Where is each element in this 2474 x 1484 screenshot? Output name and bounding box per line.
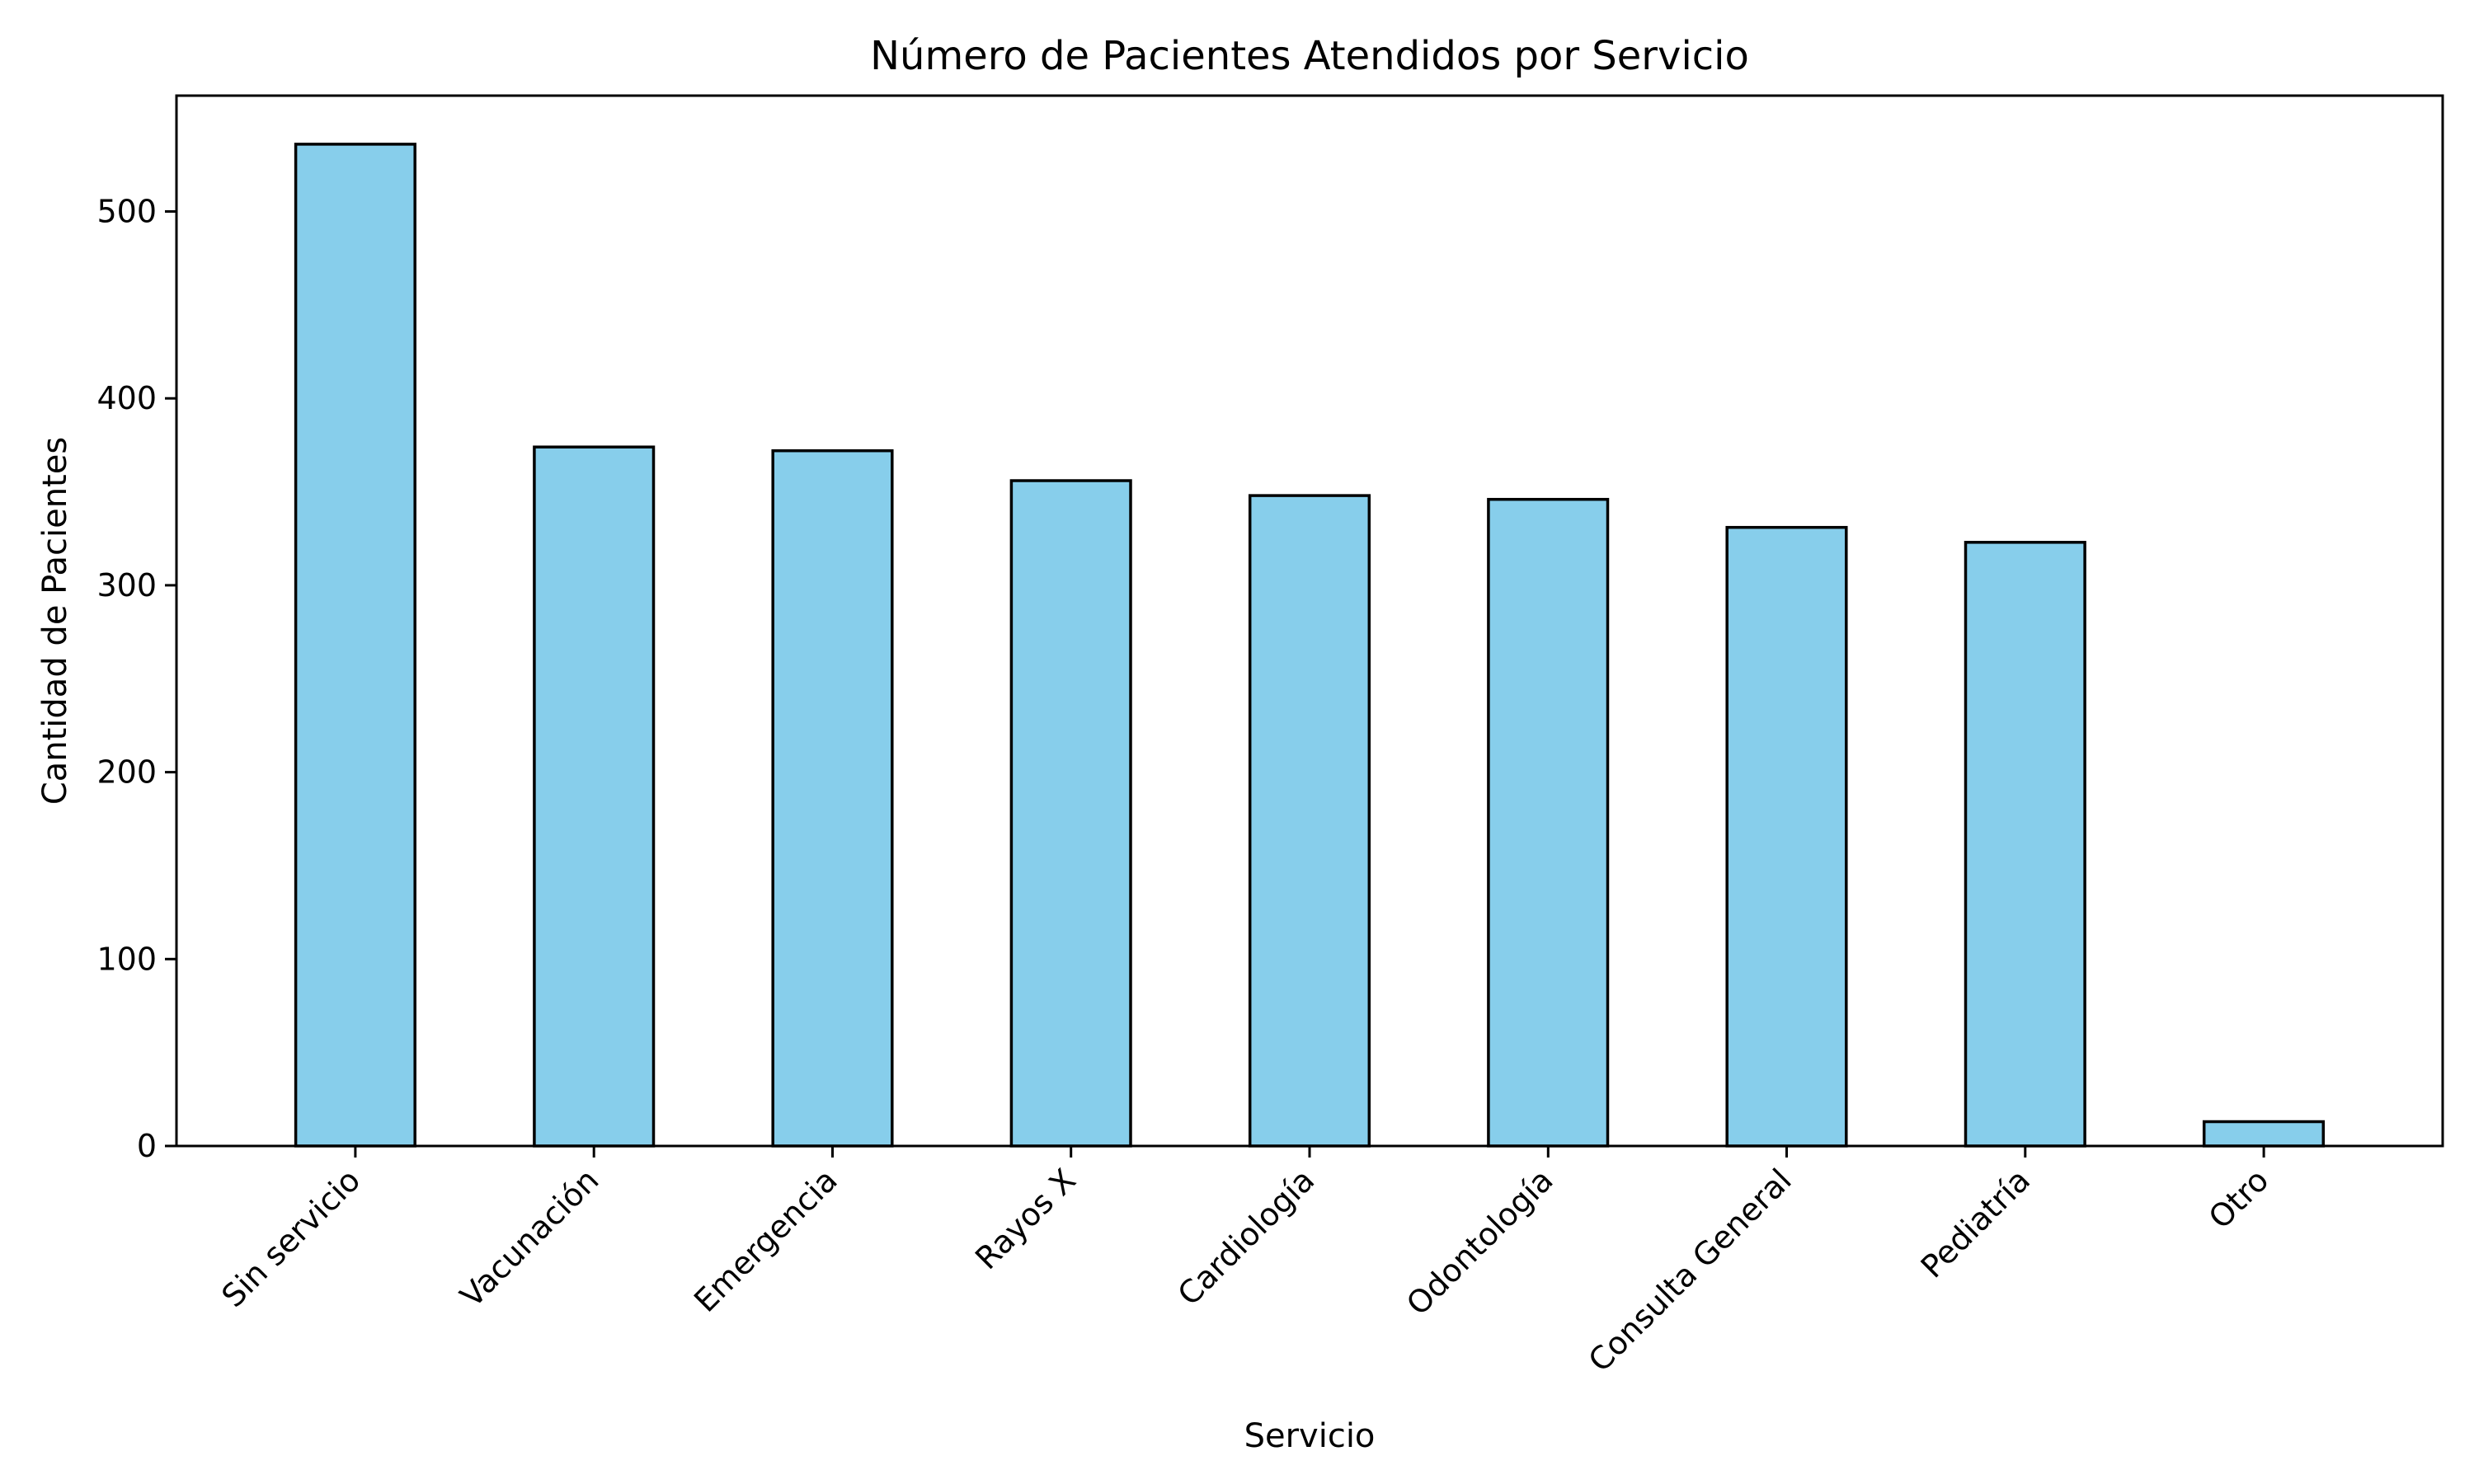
y-tick-label-1: 100 xyxy=(96,941,157,977)
y-axis-label: Cantidad de Pacientes xyxy=(36,437,74,805)
y-axis-ticks: 0 100 200 300 400 500 xyxy=(96,194,176,1164)
bar-2 xyxy=(771,448,894,1148)
plot-area-frame xyxy=(175,94,2444,1148)
bar-3 xyxy=(1009,479,1132,1148)
y-tick-label-2: 200 xyxy=(96,754,157,791)
bar-6 xyxy=(1725,525,1848,1148)
y-tick-label-0: 0 xyxy=(137,1128,157,1164)
bar-group xyxy=(294,143,2326,1148)
bar-5 xyxy=(1487,497,1610,1148)
bar-1 xyxy=(533,445,656,1148)
bar-7 xyxy=(1964,541,2086,1148)
y-tick-label-4: 400 xyxy=(96,380,157,416)
bar-4 xyxy=(1248,494,1371,1148)
x-axis-label: Servicio xyxy=(1244,1417,1376,1455)
y-tick-label-3: 300 xyxy=(96,567,157,603)
bar-0 xyxy=(294,143,416,1148)
bar-8 xyxy=(2202,1120,2326,1148)
chart-title: Número de Pacientes Atendidos por Servic… xyxy=(870,33,1749,79)
y-tick-label-5: 500 xyxy=(96,194,157,230)
